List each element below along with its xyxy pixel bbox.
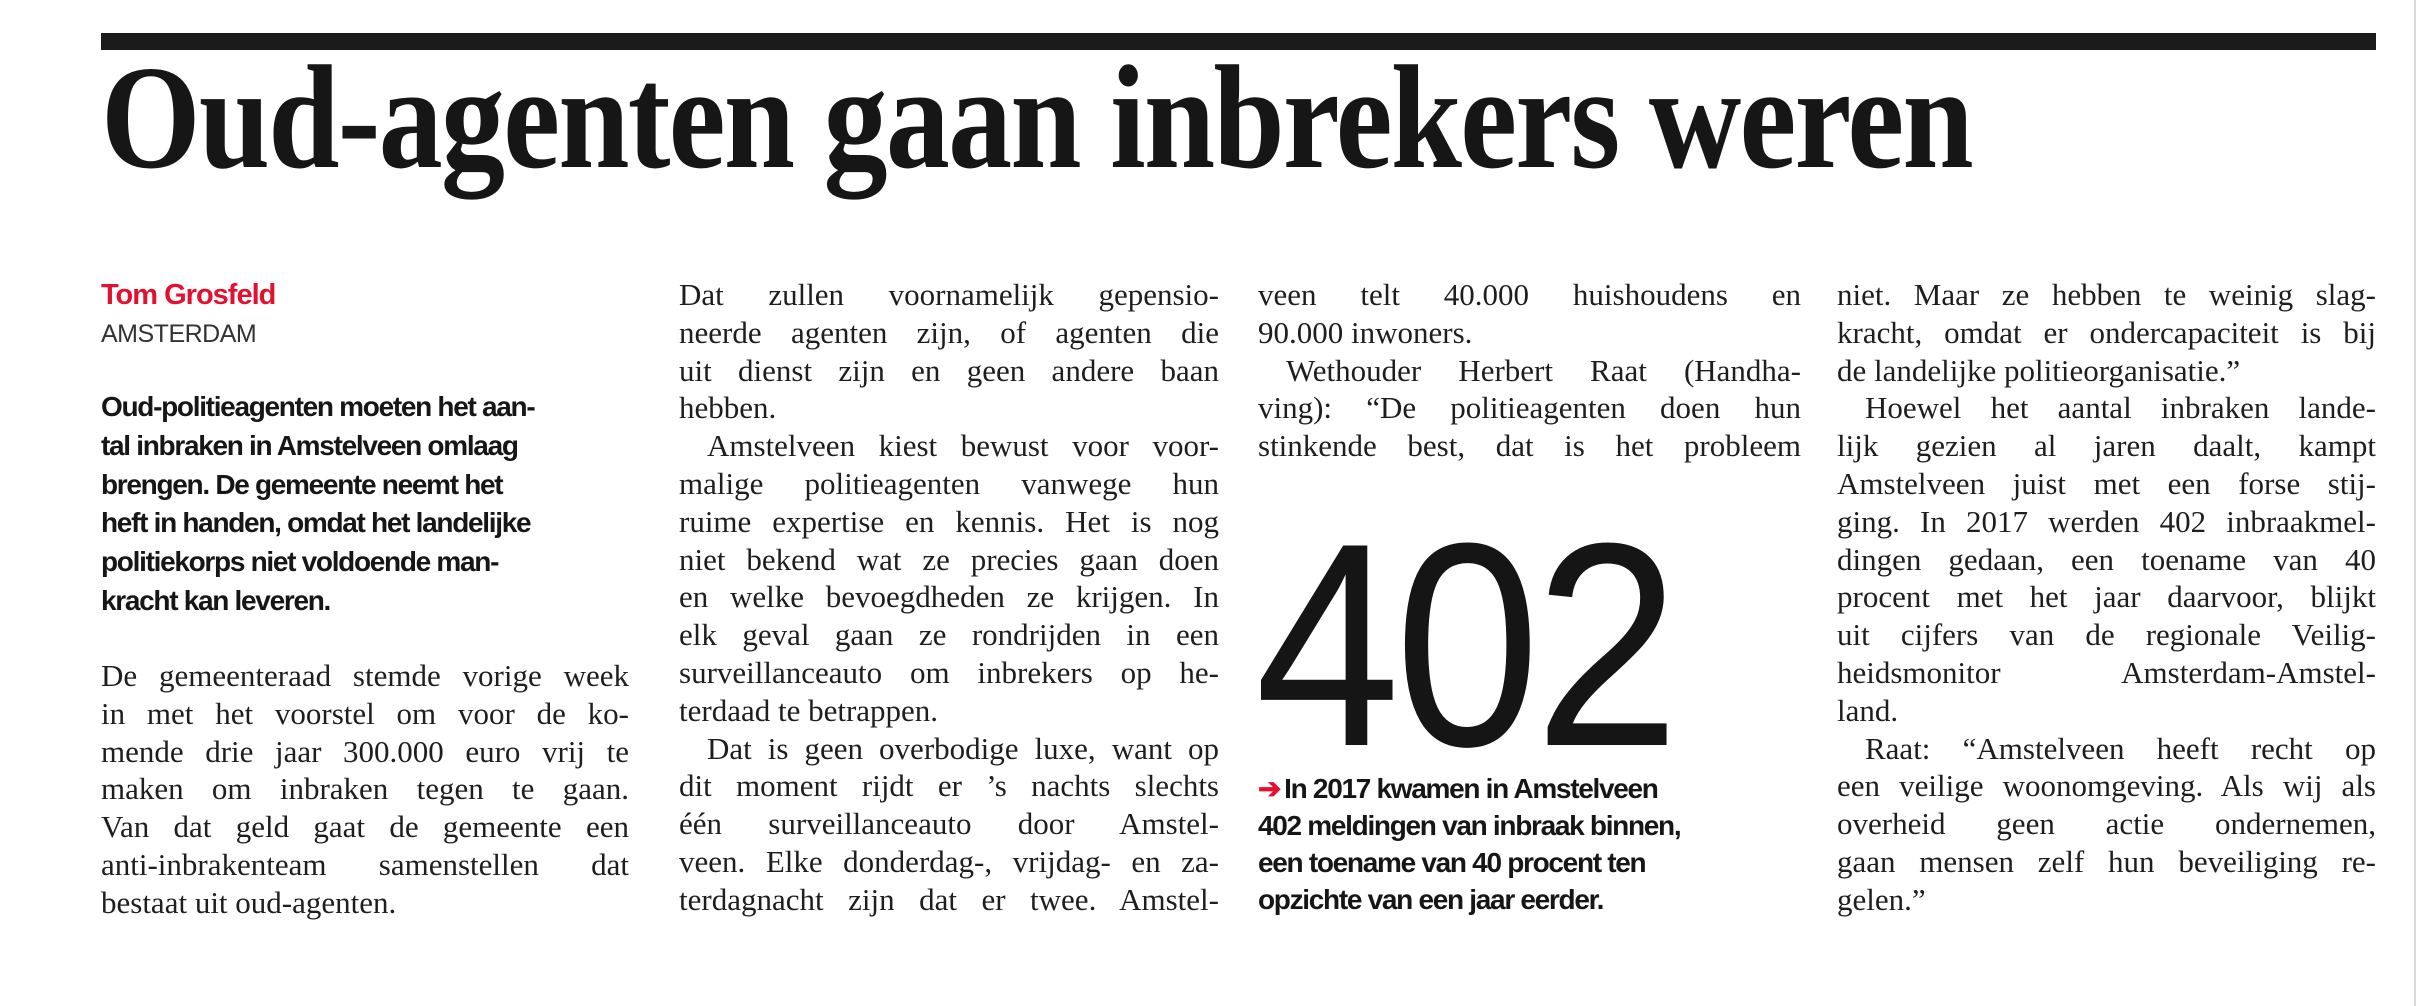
highlight-number: 402 bbox=[1255, 483, 1680, 807]
text-line: neerde agenten zijn, of agenten die bbox=[679, 314, 1219, 350]
text-line: malige politieagenten vanwege hun bbox=[679, 465, 1219, 501]
text-line: Dat zullen voornamelijk gepensio- bbox=[679, 277, 1219, 312]
text-line: niet. Maar ze hebben te weinig slag- bbox=[1837, 277, 2376, 312]
page-edge-divider bbox=[2414, 0, 2416, 1006]
text-line: ving): “De politieagenten doen hun bbox=[1258, 390, 1801, 426]
text-line: bestaat uit oud-agenten. bbox=[101, 884, 397, 920]
highlight-caption: ➔ In 2017 kwamen in Amstelveen 402 melding… bbox=[1258, 770, 1801, 918]
text-line: ruime expertise en kennis. Het is nog bbox=[679, 503, 1219, 539]
lead-line: brengen. De gemeente neemt het bbox=[101, 468, 504, 500]
lead-line: tal inbraken in Amstelveen omlaag bbox=[101, 429, 519, 461]
text-line: maken om inbraken tegen te gaan. bbox=[101, 771, 629, 807]
caption-text: In 2017 kwamen in Amstelveen bbox=[1284, 773, 1659, 804]
text-line: stinkende best, dat is het probleem bbox=[1258, 428, 1801, 464]
text-line: elk geval gaan ze rondrijden in een bbox=[679, 617, 1219, 653]
caption-text: 402 meldingen van inbraak binnen, bbox=[1258, 810, 1682, 841]
author-byline: Tom Grosfeld bbox=[101, 279, 276, 311]
caption-line: ➔ In 2017 kwamen in Amstelveen bbox=[1258, 770, 1801, 807]
text-line: Van dat geld gaat de gemeente een bbox=[101, 809, 629, 845]
text-line: gelen.” bbox=[1837, 881, 1926, 917]
text-line: gaan mensen zelf hun beveiliging re- bbox=[1837, 843, 2376, 879]
text-line: uit dienst zijn en geen andere baan bbox=[679, 352, 1219, 388]
text-line: en welke bevoegdheden ze krijgen. In bbox=[679, 579, 1219, 615]
paragraph: Amstelveen kiest bewust voor voor-malige… bbox=[679, 427, 1219, 729]
caption-line: opzichte van een jaar eerder. bbox=[1258, 881, 1801, 918]
lead-line: heft in handen, omdat het landelijke bbox=[101, 507, 532, 539]
text-line: één surveillanceauto door Amstel- bbox=[679, 806, 1219, 842]
lead-line: Oud-politieagenten moeten het aan- bbox=[101, 391, 536, 422]
text-line: overheid geen actie ondernemen, bbox=[1837, 806, 2376, 842]
column-3: veen telt 40.000 huishoudens en 90.000 in… bbox=[1258, 276, 1801, 465]
caption-line: een toename van 40 procent ten bbox=[1258, 844, 1801, 881]
text-line: Amstelveen kiest bewust voor voor- bbox=[707, 428, 1219, 464]
text-line: de landelijke politieorganisatie.” bbox=[1837, 352, 2241, 388]
arrow-right-icon: ➔ bbox=[1258, 773, 1281, 804]
paragraph: Dat zullen voornamelijk gepensio-neerde … bbox=[679, 276, 1219, 427]
column-2: Dat zullen voornamelijk gepensio-neerde … bbox=[679, 276, 1219, 919]
caption-text: opzichte van een jaar eerder. bbox=[1258, 884, 1604, 915]
top-rule bbox=[101, 33, 2376, 50]
paragraph: Dat is geen overbodige luxe, want op dit … bbox=[679, 730, 1219, 919]
caption-text: een toename van 40 procent ten bbox=[1258, 847, 1647, 878]
text-line: procent met het jaar daarvoor, blijkt bbox=[1837, 579, 2376, 615]
text-line: in met het voorstel om voor de ko- bbox=[101, 695, 629, 731]
text-line: heidsmonitor Amsterdam-Amstel- bbox=[1837, 654, 2376, 690]
lead-line: politiekorps niet voldoende man- bbox=[101, 546, 499, 578]
text-line: een veilige woonomgeving. Als wij als bbox=[1837, 768, 2376, 804]
text-line: ging. In 2017 werden 402 inbraakmel- bbox=[1837, 503, 2376, 539]
text-line: hebben. bbox=[679, 390, 777, 426]
text-line: kracht, omdat er ondercapaciteit is bij bbox=[1837, 314, 2376, 350]
text-line: anti-inbrakenteam samenstellen dat bbox=[101, 846, 629, 882]
text-line: surveillanceauto om inbrekers op he- bbox=[679, 654, 1219, 690]
paragraph: Wethouder Herbert Raat (Handha-ving): “D… bbox=[1258, 352, 1801, 465]
headline: Oud-agenten gaan inbrekers weren bbox=[101, 36, 1974, 200]
text-line: Dat is geen overbodige luxe, want op bbox=[707, 730, 1219, 766]
paragraph: niet. Maar ze hebben te weinig slag-krac… bbox=[1837, 276, 2376, 389]
paragraph: veen telt 40.000 huishoudens en 90.000 in… bbox=[1258, 276, 1801, 352]
text-line: Wethouder Herbert Raat (Handha- bbox=[1286, 352, 1801, 388]
text-line: terdaad te betrappen. bbox=[679, 692, 939, 728]
text-line: veen. Elke donderdag-, vrijdag- en za- bbox=[679, 843, 1219, 879]
column-4: niet. Maar ze hebben te weinig slag-krac… bbox=[1837, 276, 2376, 919]
text-line: veen telt 40.000 huishoudens en bbox=[1258, 277, 1801, 312]
text-line: mende drie jaar 300.000 euro vrij te bbox=[101, 733, 629, 769]
text-line: land. bbox=[1837, 692, 1899, 728]
text-line: dit moment rijdt er ’s nachts slechts bbox=[679, 768, 1219, 804]
paragraph: Raat: “Amstelveen heeft recht op een veil… bbox=[1837, 730, 2376, 919]
text-line: niet bekend wat ze precies gaan doen bbox=[679, 541, 1219, 577]
column-1: De gemeenteraad stemde vorige week in met… bbox=[101, 657, 629, 922]
caption-line: 402 meldingen van inbraak binnen, bbox=[1258, 807, 1801, 844]
text-line: Amstelveen juist met een forse stij- bbox=[1837, 465, 2376, 501]
lead-paragraph: Oud-politieagenten moeten het aan-tal in… bbox=[101, 388, 629, 621]
paragraph: Hoewel het aantal inbraken lande-lijk ge… bbox=[1837, 389, 2376, 729]
text-line: Hoewel het aantal inbraken lande- bbox=[1865, 390, 2376, 426]
paragraph: De gemeenteraad stemde vorige week in met… bbox=[101, 657, 629, 922]
text-line: De gemeenteraad stemde vorige week bbox=[101, 658, 629, 693]
text-line: uit cijfers van de regionale Veilig- bbox=[1837, 617, 2376, 653]
text-line: dingen gedaan, een toename van 40 bbox=[1837, 541, 2376, 577]
lead-line: kracht kan leveren. bbox=[101, 584, 331, 616]
text-line: terdagnacht zijn dat er twee. Amstel- bbox=[679, 881, 1219, 917]
text-line: 90.000 inwoners. bbox=[1258, 314, 1473, 350]
dateline: AMSTERDAM bbox=[101, 320, 257, 348]
text-line: lijk gezien al jaren daalt, kampt bbox=[1837, 428, 2376, 464]
text-line: Raat: “Amstelveen heeft recht op bbox=[1865, 730, 2376, 766]
